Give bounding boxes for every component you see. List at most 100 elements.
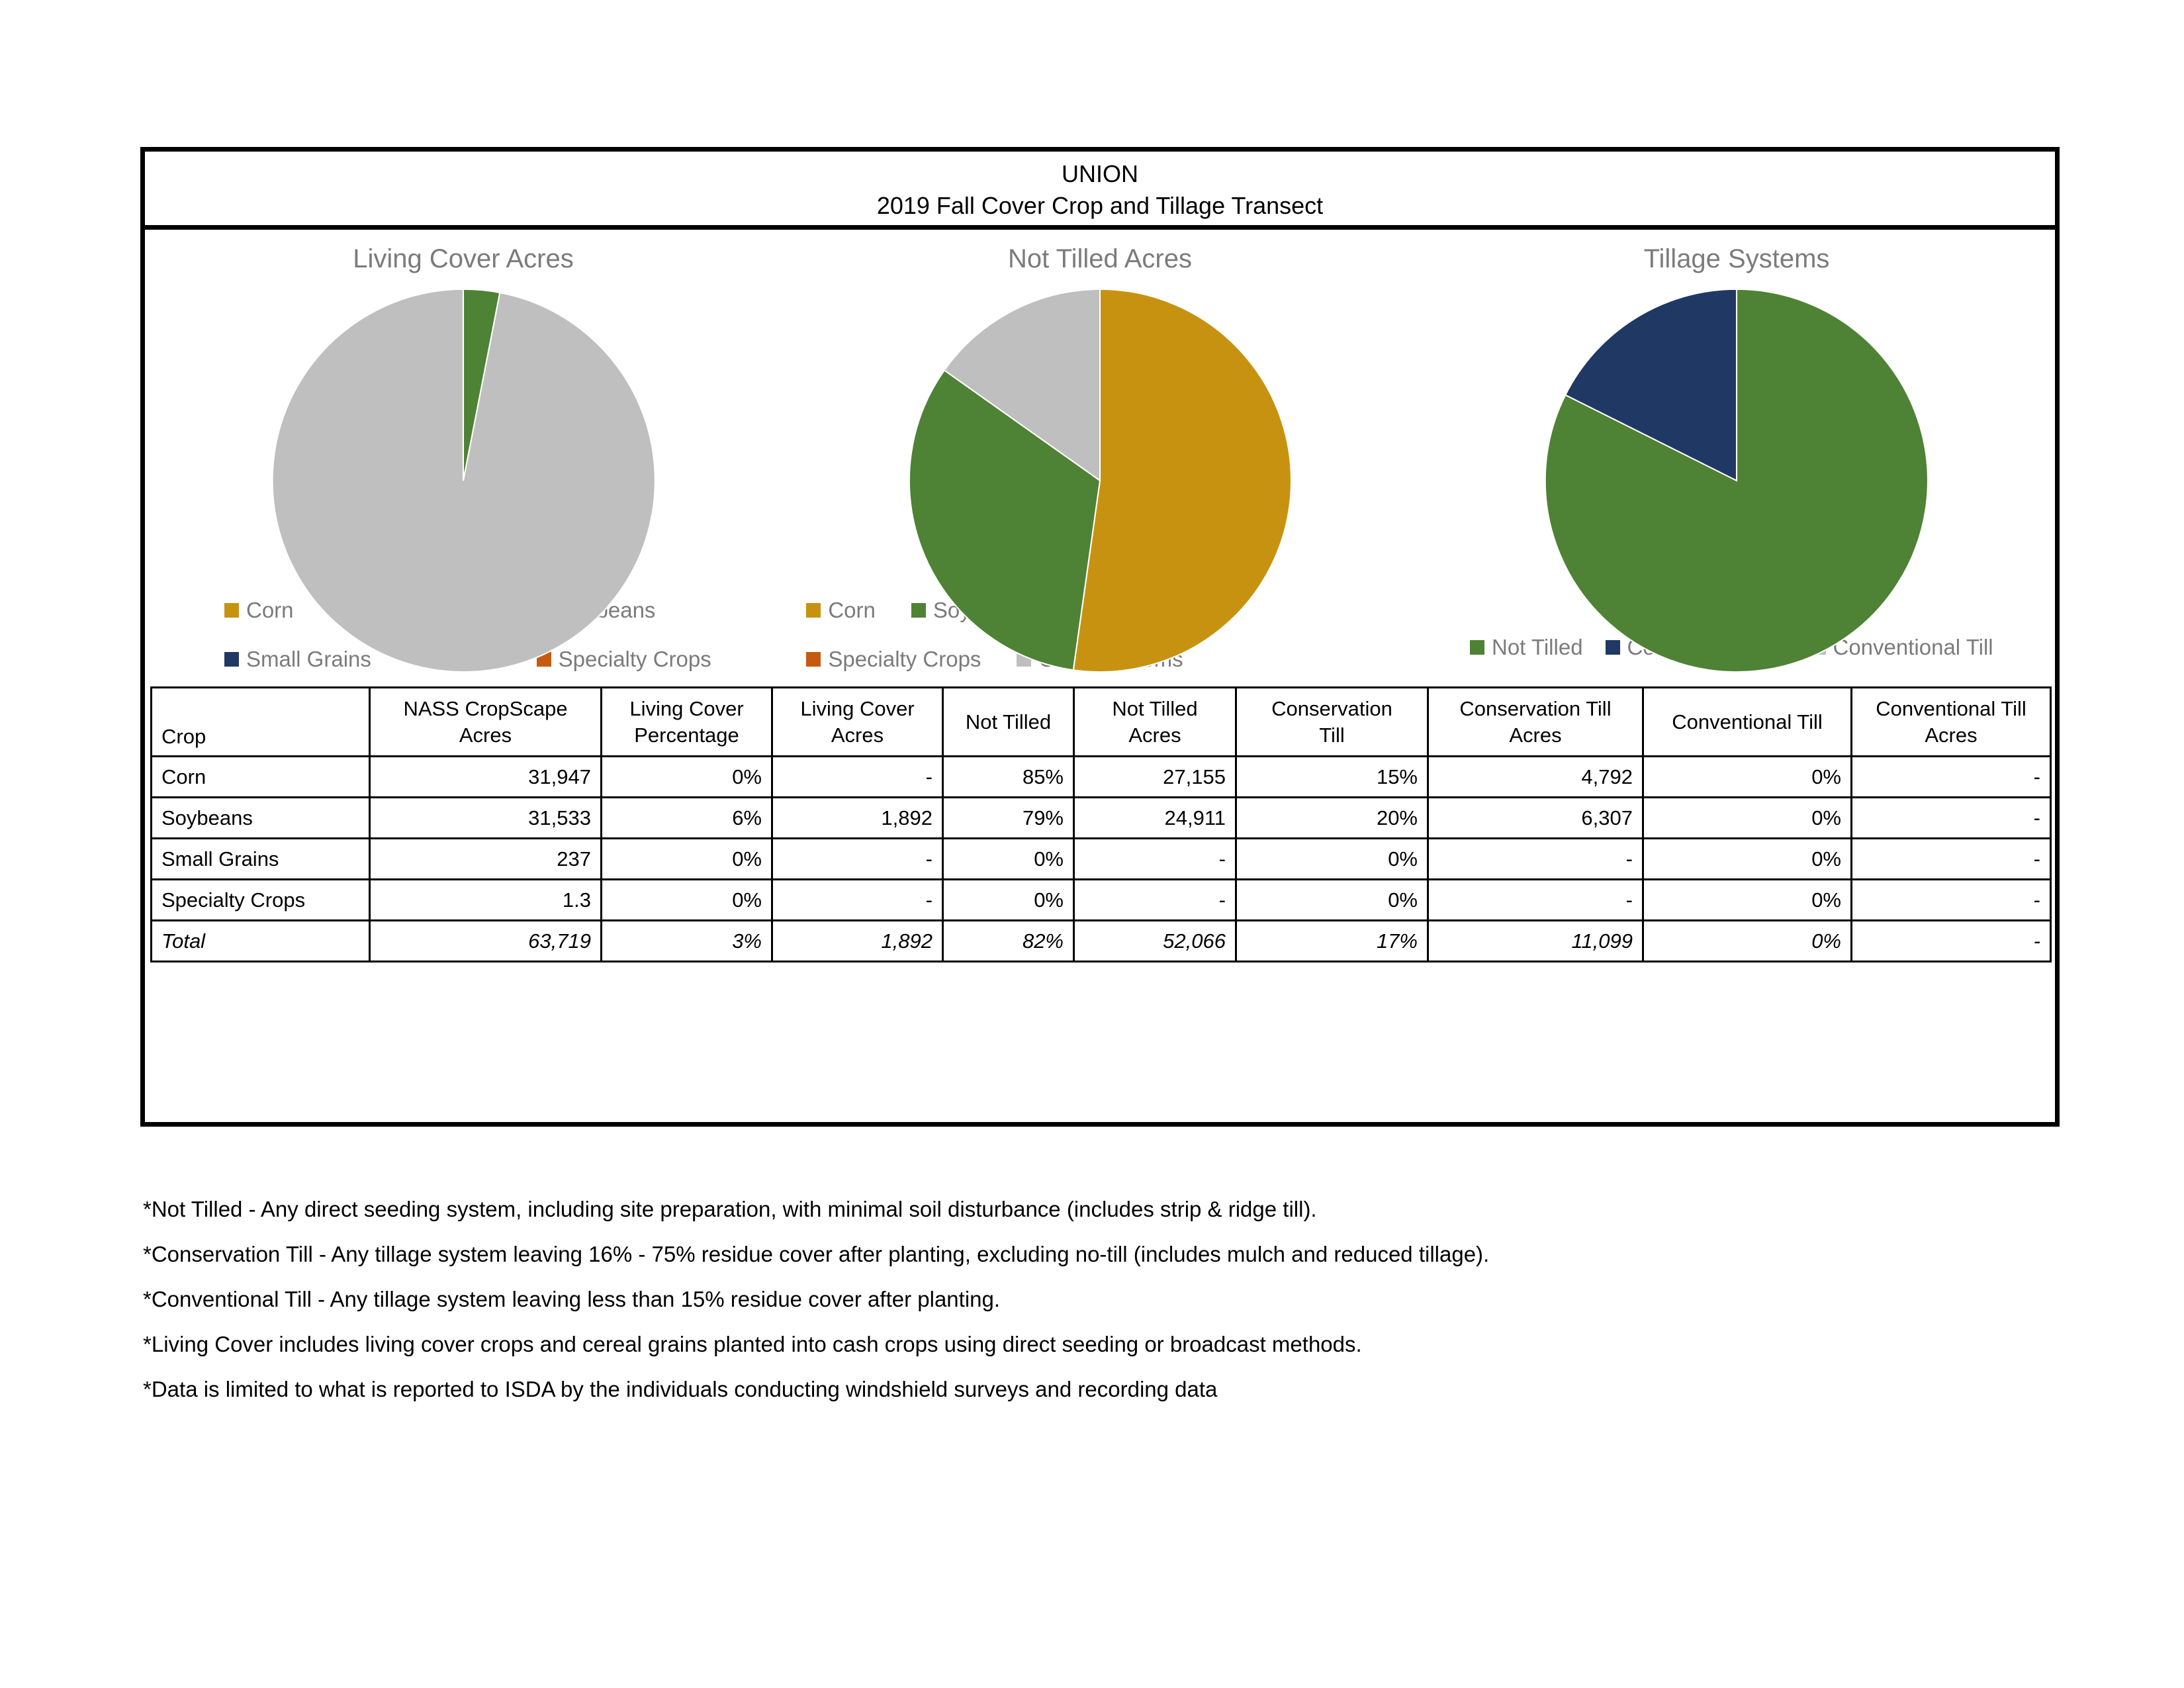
cell-crop: Specialty Crops — [150, 878, 371, 921]
col-header-living-cover-acres-line1: Living Cover — [800, 696, 915, 720]
pie-slice-conservation-till — [1564, 288, 1738, 482]
table-total-row: Total 63,719 3% 1,892 82% 52,066 17% 11,… — [150, 919, 2052, 962]
chart-title-living-cover: Living Cover Acres — [353, 244, 574, 273]
county-title: UNION — [1062, 160, 1138, 187]
col-header-conservation-till-acres-line2: Acres — [1509, 723, 1562, 747]
legend-swatch-small-grains — [224, 652, 239, 667]
col-header-not-tilled-acres-line2: Acres — [1128, 723, 1181, 747]
col-header-living-cover-acres: Living Cover Acres — [771, 686, 944, 757]
col-header-living-cover-pct-line1: Living Cover — [629, 696, 744, 720]
legend-item-not-tilled: Not Tilled — [1469, 623, 1583, 672]
pie-living-cover — [268, 285, 659, 676]
cell-conventional-till-acres: - — [1850, 837, 2052, 880]
col-header-conservation-till-line1: Conservation — [1271, 696, 1392, 720]
chart-panel-not-tilled: Not Tilled Acres — [782, 236, 1418, 673]
cell-not-tilled-acres: - — [1073, 878, 1237, 921]
chart-panel-living-cover: Living Cover Acres — [145, 236, 782, 673]
cell-crop-total: Total — [150, 919, 371, 962]
footnote-conventional-till: *Conventional Till - Any tillage system … — [143, 1287, 1001, 1311]
pie-not-tilled — [905, 285, 1295, 676]
table-row: Small Grains 237 0% - 0% - 0% - 0% - — [150, 837, 2052, 880]
cell-conservation-till-acres: 4,792 — [1427, 755, 1644, 798]
pie-slice-soybeans — [462, 288, 501, 481]
cell-nass-acres: 1.3 — [369, 878, 602, 921]
cell-living-cover-pct: 6% — [600, 796, 773, 839]
cell-conventional-till-pct-total: 0% — [1642, 919, 1852, 962]
legend-item-small-grains: Small Grains — [145, 635, 457, 684]
footnote-living-cover: *Living Cover includes living cover crop… — [143, 1332, 1362, 1356]
cell-not-tilled-acres: 24,911 — [1073, 796, 1237, 839]
col-header-conventional-till-acres: Conventional Till Acres — [1850, 686, 2052, 757]
cell-conventional-till-acres: - — [1850, 796, 2052, 839]
col-header-conventional-till-acres-line1: Conventional Till — [1876, 696, 2026, 720]
chart-title-not-tilled: Not Tilled Acres — [1008, 244, 1192, 273]
footnote-conservation-till: *Conservation Till - Any tillage system … — [143, 1242, 1490, 1266]
legend-swatch-specialty-crops — [806, 652, 821, 667]
cell-living-cover-acres: 1,892 — [771, 796, 944, 839]
cell-living-cover-pct-total: 3% — [600, 919, 773, 962]
legend-item-specialty-crops: Specialty Crops — [806, 635, 981, 684]
table-row: Specialty Crops 1.3 0% - 0% - 0% - 0% - — [150, 878, 2052, 921]
legend-swatch-soybeans — [911, 603, 926, 618]
legend-label-corn: Corn — [828, 598, 876, 622]
cell-living-cover-acres-total: 1,892 — [771, 919, 944, 962]
transect-report-card: UNION 2019 Fall Cover Crop and Tillage T… — [140, 147, 2060, 1127]
pie-slice-corn — [1072, 288, 1293, 673]
cell-conventional-till-pct: 0% — [1642, 755, 1852, 798]
legend-swatch-not-tilled — [1469, 640, 1484, 655]
cell-conservation-till-acres: - — [1427, 837, 1644, 880]
cell-conservation-till-acres-total: 11,099 — [1427, 919, 1644, 962]
legend-label-not-tilled: Not Tilled — [1491, 635, 1583, 659]
col-header-living-cover-pct: Living Cover Percentage — [600, 686, 773, 757]
footnote-not-tilled: *Not Tilled - Any direct seeding system,… — [143, 1197, 1317, 1221]
cell-living-cover-pct: 0% — [600, 837, 773, 880]
cell-not-tilled-acres: 27,155 — [1073, 755, 1237, 798]
table-header: Crop NASS CropScape Acres Living Cover P… — [150, 686, 2052, 757]
cell-living-cover-acres: - — [771, 878, 944, 921]
legend-living-cover: Corn Soybeans Small Grains Specialty Cro… — [145, 579, 769, 685]
transect-data-table: Crop NASS CropScape Acres Living Cover P… — [150, 686, 2052, 962]
cell-not-tilled-acres: - — [1073, 837, 1237, 880]
cell-conservation-till-pct: 15% — [1235, 755, 1429, 798]
legend-swatch-corn — [224, 603, 239, 618]
col-header-conservation-till: Conservation Till — [1235, 686, 1429, 757]
col-header-conventional-till-acres-line2: Acres — [1925, 723, 1978, 747]
col-header-nass-acres: NASS CropScape Acres — [369, 686, 602, 757]
pie-chart-tillage-systems-svg — [1544, 288, 1929, 673]
cell-nass-acres-total: 63,719 — [369, 919, 602, 962]
report-title-band: UNION 2019 Fall Cover Crop and Tillage T… — [145, 152, 2055, 230]
pie-chart-not-tilled-svg — [908, 288, 1293, 673]
cell-not-tilled-pct-total: 82% — [942, 919, 1075, 962]
footnotes-block: *Not Tilled - Any direct seeding system,… — [143, 1197, 2062, 1422]
col-header-living-cover-acres-line2: Acres — [831, 723, 884, 747]
cell-conservation-till-pct: 0% — [1235, 878, 1429, 921]
col-header-nass-acres-line1: NASS CropScape — [403, 696, 568, 720]
cell-conservation-till-acres: 6,307 — [1427, 796, 1644, 839]
cell-not-tilled-pct: 79% — [942, 796, 1075, 839]
chart-title-tillage-systems: Tillage Systems — [1643, 244, 1830, 273]
table-body: Corn 31,947 0% - 85% 27,155 15% 4,792 0%… — [150, 755, 2052, 962]
cell-crop: Corn — [150, 755, 371, 798]
cell-conventional-till-pct: 0% — [1642, 878, 1852, 921]
cell-conventional-till-pct: 0% — [1642, 796, 1852, 839]
col-header-conservation-till-acres-line1: Conservation Till — [1459, 696, 1612, 720]
cell-conventional-till-pct: 0% — [1642, 837, 1852, 880]
cell-conservation-till-acres: - — [1427, 878, 1644, 921]
legend-label-specialty-crops: Specialty Crops — [558, 647, 711, 671]
cell-not-tilled-acres-total: 52,066 — [1073, 919, 1237, 962]
cell-conservation-till-pct-total: 17% — [1235, 919, 1429, 962]
cell-conservation-till-pct: 20% — [1235, 796, 1429, 839]
cell-conventional-till-acres-total: - — [1850, 919, 2052, 962]
col-header-crop: Crop — [150, 686, 371, 757]
report-subtitle: 2019 Fall Cover Crop and Tillage Transec… — [876, 191, 1324, 219]
col-header-conventional-till: Conventional Till — [1642, 686, 1852, 757]
legend-item-corn: Corn — [806, 586, 876, 635]
cell-nass-acres: 31,533 — [369, 796, 602, 839]
cell-not-tilled-pct: 0% — [942, 878, 1075, 921]
cell-living-cover-pct: 0% — [600, 878, 773, 921]
legend-item-corn: Corn — [145, 586, 457, 635]
cell-conventional-till-acres: - — [1850, 878, 2052, 921]
cell-living-cover-acres: - — [771, 837, 944, 880]
cell-crop: Soybeans — [150, 796, 371, 839]
cell-living-cover-acres: - — [771, 755, 944, 798]
